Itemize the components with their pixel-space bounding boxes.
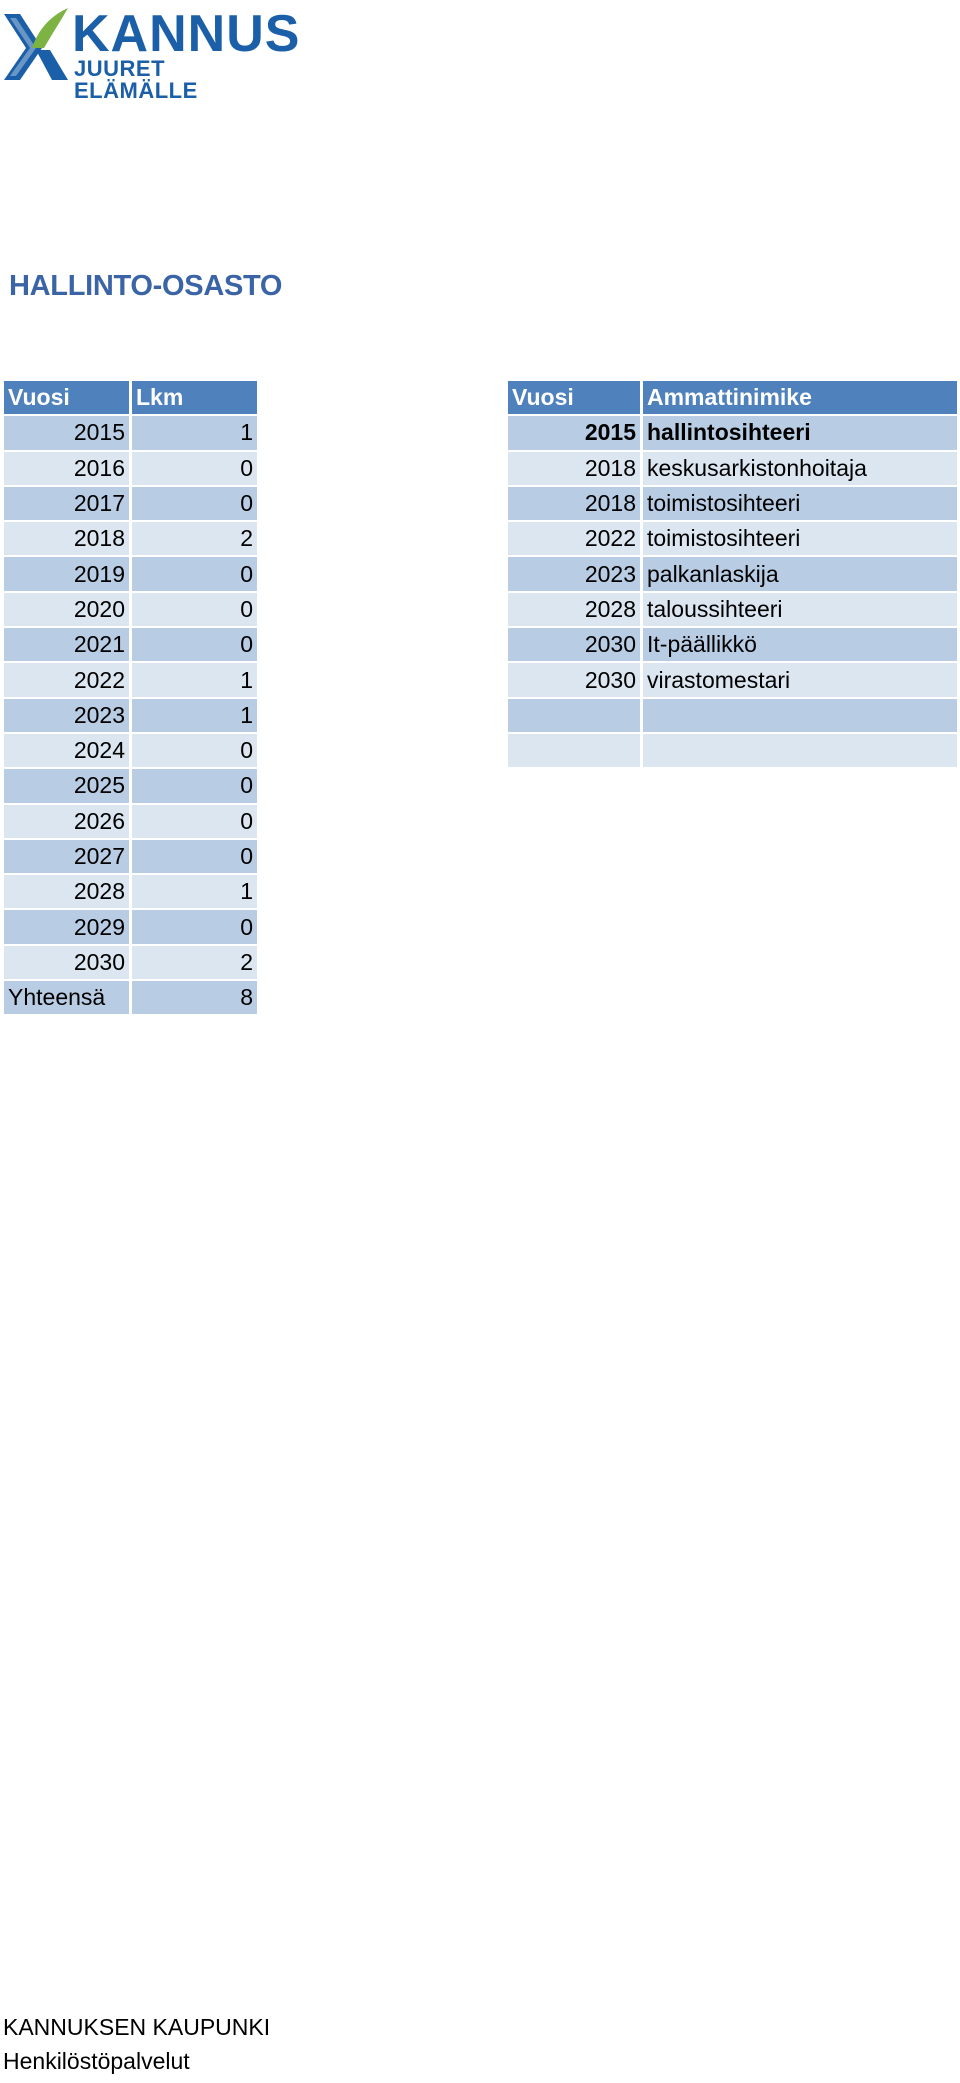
table-row: 2027 0 <box>4 839 260 876</box>
table-row <box>508 698 960 734</box>
year-cell: 2021 <box>4 628 132 664</box>
total-label: Yhteensä <box>4 981 132 1017</box>
table-row: 2018 keskusarkistonhoitaja <box>508 451 960 487</box>
year-cell: 2016 <box>4 451 132 487</box>
table-row: 2023 1 <box>4 698 260 734</box>
count-cell: 1 <box>132 698 260 734</box>
table-row: 2019 0 <box>4 557 260 593</box>
count-cell: 0 <box>132 804 260 840</box>
count-cell: 0 <box>132 733 260 770</box>
table-row: 2016 0 <box>4 451 260 487</box>
count-cell: 2 <box>132 945 260 982</box>
year-cell: 2028 <box>508 592 643 629</box>
table-row: 2029 0 <box>4 910 260 946</box>
table-row: 2018 toimistosihteeri <box>508 486 960 523</box>
kannus-logo-mark-icon <box>4 8 68 80</box>
count-cell: 0 <box>132 486 260 523</box>
count-cell: 0 <box>132 592 260 629</box>
year-cell: 2024 <box>4 733 132 770</box>
year-cell: 2022 <box>4 663 132 699</box>
column-header-year: Vuosi <box>4 381 132 417</box>
year-cell: 2020 <box>4 592 132 629</box>
table-row: 2028 taloussihteeri <box>508 592 960 629</box>
column-header-job-title: Ammattinimike <box>643 381 960 417</box>
job-title-cell: toimistosihteeri <box>643 486 960 523</box>
table-row: 2023 palkanlaskija <box>508 557 960 593</box>
year-cell: 2030 <box>4 945 132 982</box>
year-cell: 2023 <box>4 698 132 734</box>
table-row: 2030 virastomestari <box>508 663 960 699</box>
logo-wordmark: KANNUS <box>72 5 301 63</box>
table-row <box>508 733 960 770</box>
count-cell: 0 <box>132 451 260 487</box>
table-row: 2015 hallintosihteeri <box>508 416 960 452</box>
job-title-cell: toimistosihteeri <box>643 522 960 558</box>
year-cell <box>508 698 643 734</box>
table-row: 2030 2 <box>4 945 260 982</box>
count-cell: 0 <box>132 910 260 946</box>
count-cell: 0 <box>132 839 260 876</box>
year-cell: 2027 <box>4 839 132 876</box>
job-title-cell: It-päällikkö <box>643 628 960 664</box>
count-cell: 1 <box>132 416 260 452</box>
table-row: 2024 0 <box>4 733 260 770</box>
column-header-count: Lkm <box>132 381 260 417</box>
job-title-cell: virastomestari <box>643 663 960 699</box>
year-cell: 2018 <box>4 522 132 558</box>
table-row: 2021 0 <box>4 628 260 664</box>
count-cell: 0 <box>132 769 260 805</box>
year-cell: 2018 <box>508 451 643 487</box>
job-title-cell: palkanlaskija <box>643 557 960 593</box>
job-title-cell: keskusarkistonhoitaja <box>643 451 960 487</box>
year-cell: 2022 <box>508 522 643 558</box>
job-title-cell: taloussihteeri <box>643 592 960 629</box>
job-title-cell: hallintosihteeri <box>643 416 960 452</box>
count-cell: 0 <box>132 557 260 593</box>
column-header-year: Vuosi <box>508 381 643 417</box>
page-title: HALLINTO-OSASTO <box>9 270 283 302</box>
table-row: 2028 1 <box>4 875 260 911</box>
table-row: 2017 0 <box>4 486 260 523</box>
job-titles-table: Vuosi Ammattinimike 2015 hallintosihteeri… <box>508 381 960 770</box>
logo-tagline: JUURET ELÄMÄLLE <box>74 56 198 103</box>
year-cell: 2015 <box>4 416 132 452</box>
table-row: 2018 2 <box>4 522 260 558</box>
year-cell: 2018 <box>508 486 643 523</box>
total-value: 8 <box>132 981 260 1017</box>
count-cell: 2 <box>132 522 260 558</box>
year-cell: 2015 <box>508 416 643 452</box>
count-cell: 0 <box>132 628 260 664</box>
year-cell <box>508 733 643 770</box>
table-row: 2015 1 <box>4 416 260 452</box>
summary-table-header: Vuosi Lkm <box>4 381 260 417</box>
table-row: 2025 0 <box>4 769 260 805</box>
job-titles-table-header: Vuosi Ammattinimike <box>508 381 960 417</box>
year-cell: 2030 <box>508 663 643 699</box>
year-cell: 2029 <box>4 910 132 946</box>
total-row: Yhteensä 8 <box>4 981 260 1017</box>
year-cell: 2017 <box>4 486 132 523</box>
table-row: 2022 toimistosihteeri <box>508 522 960 558</box>
count-cell: 1 <box>132 875 260 911</box>
count-cell: 1 <box>132 663 260 699</box>
footer-organization: KANNUKSEN KAUPUNKI <box>3 2014 271 2040</box>
table-row: 2020 0 <box>4 592 260 629</box>
table-row: 2026 0 <box>4 804 260 840</box>
year-cell: 2026 <box>4 804 132 840</box>
year-cell: 2019 <box>4 557 132 593</box>
year-cell: 2025 <box>4 769 132 805</box>
year-cell: 2028 <box>4 875 132 911</box>
job-title-cell <box>643 698 960 734</box>
summary-table: Vuosi Lkm 2015 1 2016 0 2017 0 2018 2 2019 0 2020 0… <box>4 381 260 1017</box>
year-cell: 2023 <box>508 557 643 593</box>
kannus-logo: KANNUS JUURET ELÄMÄLLE <box>2 4 299 102</box>
table-row: 2022 1 <box>4 663 260 699</box>
year-cell: 2030 <box>508 628 643 664</box>
job-title-cell <box>643 733 960 770</box>
table-row: 2030 It-päällikkö <box>508 628 960 664</box>
footer-department: Henkilöstöpalvelut <box>3 2048 190 2074</box>
